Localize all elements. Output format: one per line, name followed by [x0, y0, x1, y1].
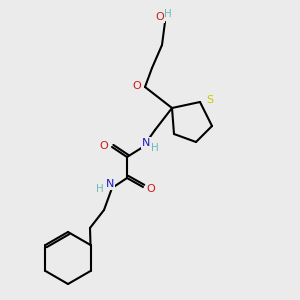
Text: N: N	[142, 138, 150, 148]
Text: H: H	[151, 143, 159, 153]
Text: O: O	[156, 12, 164, 22]
Text: H: H	[96, 184, 104, 194]
Text: H: H	[164, 9, 172, 19]
Text: O: O	[100, 141, 108, 151]
Text: O: O	[147, 184, 155, 194]
Text: O: O	[133, 81, 141, 91]
Text: N: N	[106, 179, 114, 189]
Text: S: S	[206, 95, 214, 105]
